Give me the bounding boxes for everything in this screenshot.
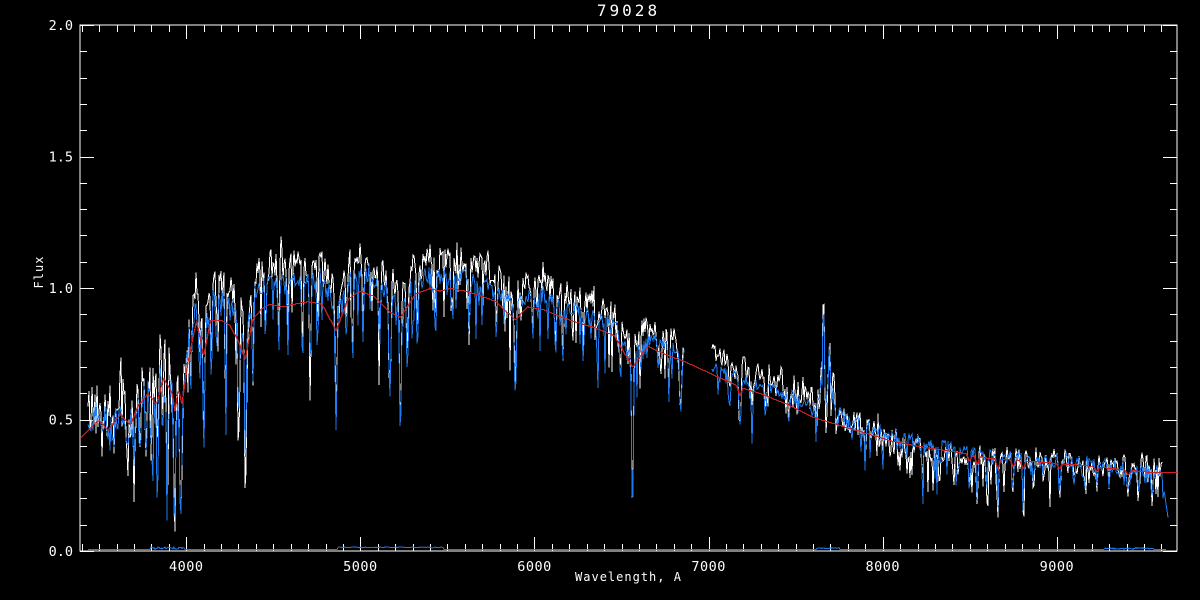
y-axis-label: Flux [32, 255, 46, 289]
chart-title: 79028 [596, 1, 661, 20]
y-tick-label: 0.0 [49, 544, 73, 560]
series-smoothed [711, 313, 1169, 518]
y-tick-label: 1.5 [49, 150, 73, 166]
x-tick-label: 7000 [691, 559, 726, 575]
x-tick-label: 4000 [169, 559, 204, 575]
y-tick-label: 1.0 [49, 281, 73, 297]
series-zero [88, 545, 1166, 551]
x-tick-label: 6000 [517, 559, 552, 575]
y-tick-label: 2.0 [49, 18, 73, 34]
x-tick-label: 5000 [343, 559, 378, 575]
series-template [79, 287, 1177, 476]
x-tick-label: 9000 [1040, 559, 1075, 575]
x-axis-label: Wavelength, A [575, 570, 682, 584]
series-smoothed [87, 263, 685, 521]
y-tick-label: 0.5 [49, 413, 73, 429]
x-tick-label: 8000 [865, 559, 900, 575]
